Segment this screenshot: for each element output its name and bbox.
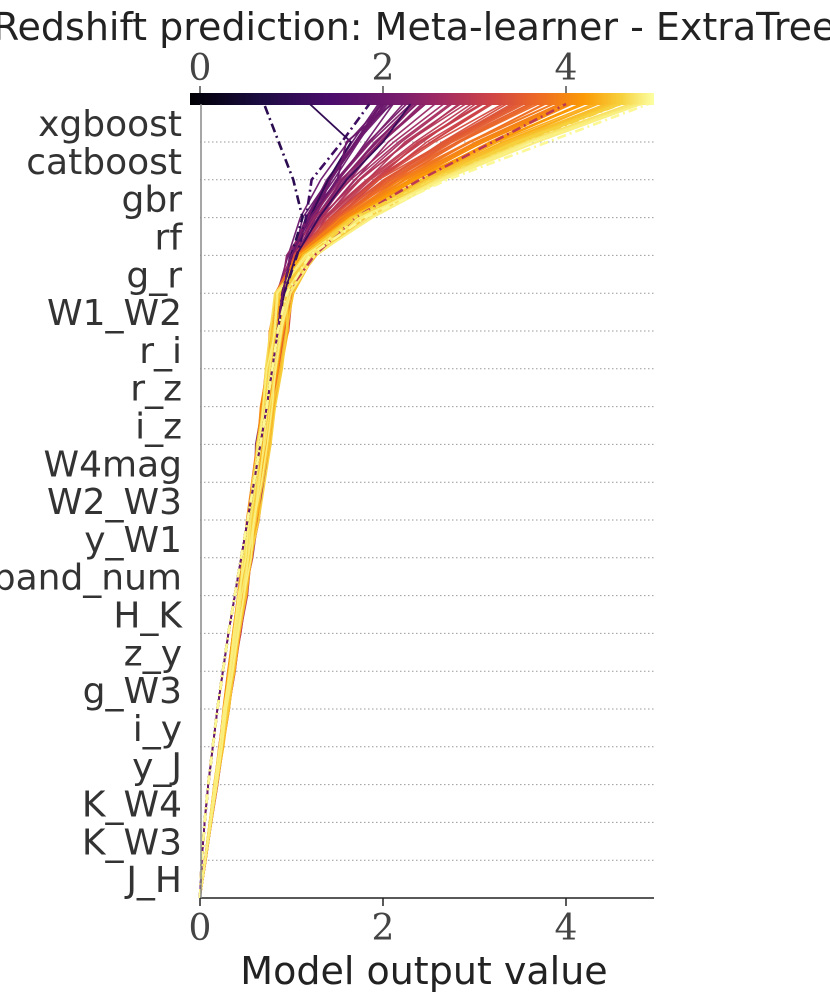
prediction-line	[199, 103, 641, 899]
chart-title: Redshift prediction: Meta-learner - Extr…	[0, 5, 830, 49]
feature-label-rf: rf	[155, 218, 184, 259]
feature-labels: xgboostcatboostgbrrfg_rW1_W2r_ir_zi_zW4m…	[0, 104, 183, 901]
feature-label-w1-w2: W1_W2	[47, 293, 182, 334]
colorbar	[190, 93, 654, 105]
prediction-lines	[198, 102, 649, 899]
feature-label-xgboost: xgboost	[38, 104, 182, 145]
prediction-line	[199, 103, 631, 899]
feature-label-k-w4: K_W4	[82, 785, 182, 826]
x-tick-label: 4	[555, 908, 578, 949]
feature-label-r-i: r_i	[139, 331, 182, 372]
feature-label-g-r: g_r	[126, 255, 182, 296]
prediction-line	[199, 103, 620, 899]
prediction-line	[199, 103, 623, 899]
feature-label-gbr: gbr	[121, 180, 182, 221]
background-prediction-lines	[199, 103, 643, 899]
x-tick-label: 0	[189, 908, 212, 949]
feature-label-h-k: H_K	[113, 596, 183, 637]
prediction-line	[199, 103, 642, 899]
prediction-line	[199, 103, 621, 899]
x-axis-ticks: 0 2 4	[189, 898, 578, 949]
top-tick-label: 4	[555, 48, 578, 89]
prediction-line	[199, 103, 641, 899]
prediction-line	[199, 103, 619, 899]
prediction-line	[199, 103, 638, 899]
feature-label-band-num: band_num	[0, 558, 182, 599]
feature-label-catboost: catboost	[26, 142, 182, 183]
top-tick-label: 0	[189, 48, 212, 89]
feature-label-g-w3: g_W3	[83, 671, 182, 712]
feature-label-w4mag: W4mag	[44, 444, 182, 485]
feature-label-k-w3: K_W3	[82, 822, 182, 863]
prediction-line	[199, 103, 635, 899]
feature-label-y-w1: y_W1	[84, 520, 182, 561]
series-line-6	[198, 102, 622, 899]
feature-label-r-z: r_z	[130, 369, 182, 410]
x-tick-label: 2	[372, 908, 395, 949]
top-axis-ticks: 0 2 4	[189, 48, 578, 93]
feature-label-i-y: i_y	[133, 709, 182, 750]
top-tick-label: 2	[372, 48, 395, 89]
series-line-7	[198, 102, 649, 899]
prediction-line	[199, 103, 622, 899]
prediction-line	[199, 103, 643, 899]
x-axis-label: Model output value	[240, 949, 607, 993]
feature-label-y-j: y_J	[132, 747, 182, 788]
grid-lines	[200, 141, 654, 861]
feature-label-z-y: z_y	[124, 633, 182, 674]
feature-label-i-z: i_z	[135, 407, 182, 448]
feature-label-w2-w3: W2_W3	[47, 482, 182, 523]
feature-label-j-h: J_H	[124, 860, 182, 901]
